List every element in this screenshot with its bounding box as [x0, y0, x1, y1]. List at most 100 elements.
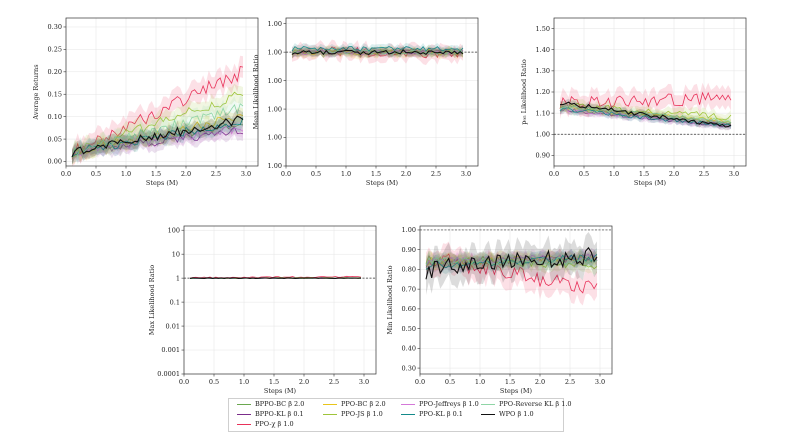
series-line-ppo_chi	[71, 66, 244, 160]
series-line-ppo_chi	[189, 275, 362, 279]
x-tick-label: 3.0	[595, 378, 605, 386]
y-tick-label: 1.00	[268, 77, 282, 85]
series-line-wpo	[71, 115, 244, 158]
x-tick-label: 0.0	[415, 378, 425, 386]
confidence-band-wpo	[72, 109, 243, 165]
legend-item-ppo_bc: PPO-BC β 2.0	[323, 400, 386, 408]
legend-swatch	[323, 413, 337, 415]
x-tick-label: 0.0	[281, 170, 291, 178]
y-tick-label: 0.15	[48, 90, 62, 98]
y-tick-label: 1.00	[268, 162, 282, 170]
x-tick-label: 1.0	[341, 170, 351, 178]
x-tick-label: 1.5	[269, 378, 279, 386]
y-tick-label: 0.25	[48, 46, 62, 54]
chart-panel-3: 0.0 0.5 1.0 1.5 2.0 2.5 3.0 0.90 1.00 1.10 1.20 1.3…	[520, 17, 747, 187]
plot-frame	[419, 225, 613, 375]
y-tick-label: 1.00	[268, 134, 282, 142]
confidence-band-ppo_rkl	[426, 251, 597, 272]
y-tick-label: 0.70	[402, 285, 416, 293]
y-tick-label: 1.00	[536, 130, 550, 138]
y-tick-label: 0.1	[170, 298, 180, 306]
y-tick-label: 1.20	[536, 88, 550, 96]
legend-swatch	[401, 413, 415, 415]
legend-item-ppo_chi: PPO-χ β 1.0	[237, 420, 294, 428]
series-line-ppo_js	[71, 91, 244, 159]
legend-item-bppo_bc: BPPO-BC β 2.0	[237, 400, 304, 408]
legend-label: PPO-JS β 1.0	[341, 410, 383, 418]
legend-item-ppo_js: PPO-JS β 1.0	[323, 410, 383, 418]
series-line-wpo	[189, 277, 362, 279]
series-line-wpo	[559, 101, 732, 128]
y-axis-label: p₉₅ Likelihood Ratio	[520, 59, 528, 125]
y-tick-label: 0.001	[161, 346, 180, 354]
plot-frame	[285, 17, 479, 167]
plot-frame	[183, 225, 377, 375]
y-tick-label: 1.00	[268, 48, 282, 56]
x-tick-label: 1.5	[639, 170, 649, 178]
legend-swatch	[401, 403, 415, 405]
legend-label: PPO-χ β 1.0	[255, 420, 294, 428]
confidence-band-ppo_kl	[292, 42, 463, 55]
x-tick-label: 0.5	[311, 170, 321, 178]
x-tick-label: 2.0	[669, 170, 679, 178]
y-tick-label: 0.90	[402, 246, 416, 254]
series-line-ppo_rkl	[71, 103, 244, 159]
y-tick-label: 0.40	[402, 345, 416, 353]
x-tick-label: 1.0	[609, 170, 619, 178]
confidence-band-wpo	[292, 46, 463, 59]
y-tick-label: 1.00	[268, 105, 282, 113]
legend-label: PPO-Reverse KL β 1.0	[499, 400, 572, 408]
y-axis-label: Min Likelihood Ratio	[386, 265, 394, 334]
y-tick-label: 1.00	[402, 226, 416, 234]
legend-label: PPO-KL β 0.1	[419, 410, 463, 418]
legend-swatch	[481, 413, 495, 415]
legend-label: WPO β 1.0	[499, 410, 534, 418]
x-tick-label: 1.0	[475, 378, 485, 386]
series-line-wpo	[291, 49, 464, 56]
chart-panel-2: 0.0 0.5 1.0 1.5 2.0 2.5 3.0 1.00 1.00 1.00 1.00 1.0…	[252, 17, 479, 187]
plot-frame	[65, 17, 259, 167]
x-tick-label: 0.0	[61, 170, 71, 178]
x-axis-label: Steps (M)	[366, 179, 399, 187]
legend-label: PPO-BC β 2.0	[341, 400, 386, 408]
confidence-band-ppo_jeffreys	[426, 248, 597, 272]
y-tick-label: 1.00	[268, 20, 282, 28]
x-axis-label: Steps (M)	[264, 387, 297, 395]
y-tick-label: 0.20	[48, 68, 62, 76]
y-tick-label: 1.10	[536, 109, 550, 117]
series-line-ppo_bc	[71, 114, 244, 158]
y-tick-label: 1	[176, 274, 180, 282]
x-tick-label: 1.5	[371, 170, 381, 178]
y-tick-label: 0.60	[402, 305, 416, 313]
confidence-band-ppo_js	[426, 250, 597, 276]
legend-swatch	[237, 413, 251, 415]
x-tick-label: 2.0	[401, 170, 411, 178]
confidence-band-ppo_bc	[426, 248, 597, 272]
legend-item-ppo_jeffreys: PPO-Jeffreys β 1.0	[401, 400, 479, 408]
y-axis-label: Average Returns	[32, 64, 40, 120]
x-tick-label: 0.5	[579, 170, 589, 178]
series-line-ppo_chi	[425, 253, 598, 294]
y-tick-label: 0.80	[402, 266, 416, 274]
legend-label: BPPO-BC β 2.0	[255, 400, 305, 408]
x-tick-label: 0.5	[209, 378, 219, 386]
x-tick-label: 3.0	[359, 378, 369, 386]
series-line-wpo	[425, 246, 598, 280]
y-tick-label: 1.40	[536, 46, 550, 54]
x-tick-label: 3.0	[241, 170, 251, 178]
x-axis-label: Steps (M)	[634, 179, 667, 187]
y-axis-label: Max Likelihood Ratio	[148, 265, 156, 335]
y-tick-label: 0.05	[48, 135, 62, 143]
confidence-band-ppo_chi	[426, 241, 597, 306]
x-tick-label: 0.0	[179, 378, 189, 386]
x-tick-label: 2.5	[329, 378, 339, 386]
y-tick-label: 0.50	[402, 325, 416, 333]
confidence-band-ppo_chi	[72, 55, 243, 167]
x-tick-label: 1.5	[505, 378, 515, 386]
confidence-band-wpo	[426, 232, 597, 295]
legend-swatch	[237, 403, 251, 405]
x-tick-label: 3.0	[461, 170, 471, 178]
x-tick-label: 1.0	[121, 170, 131, 178]
y-tick-label: 0.30	[48, 23, 62, 31]
y-axis-label: Mean Likelihood Ratio	[252, 55, 260, 130]
